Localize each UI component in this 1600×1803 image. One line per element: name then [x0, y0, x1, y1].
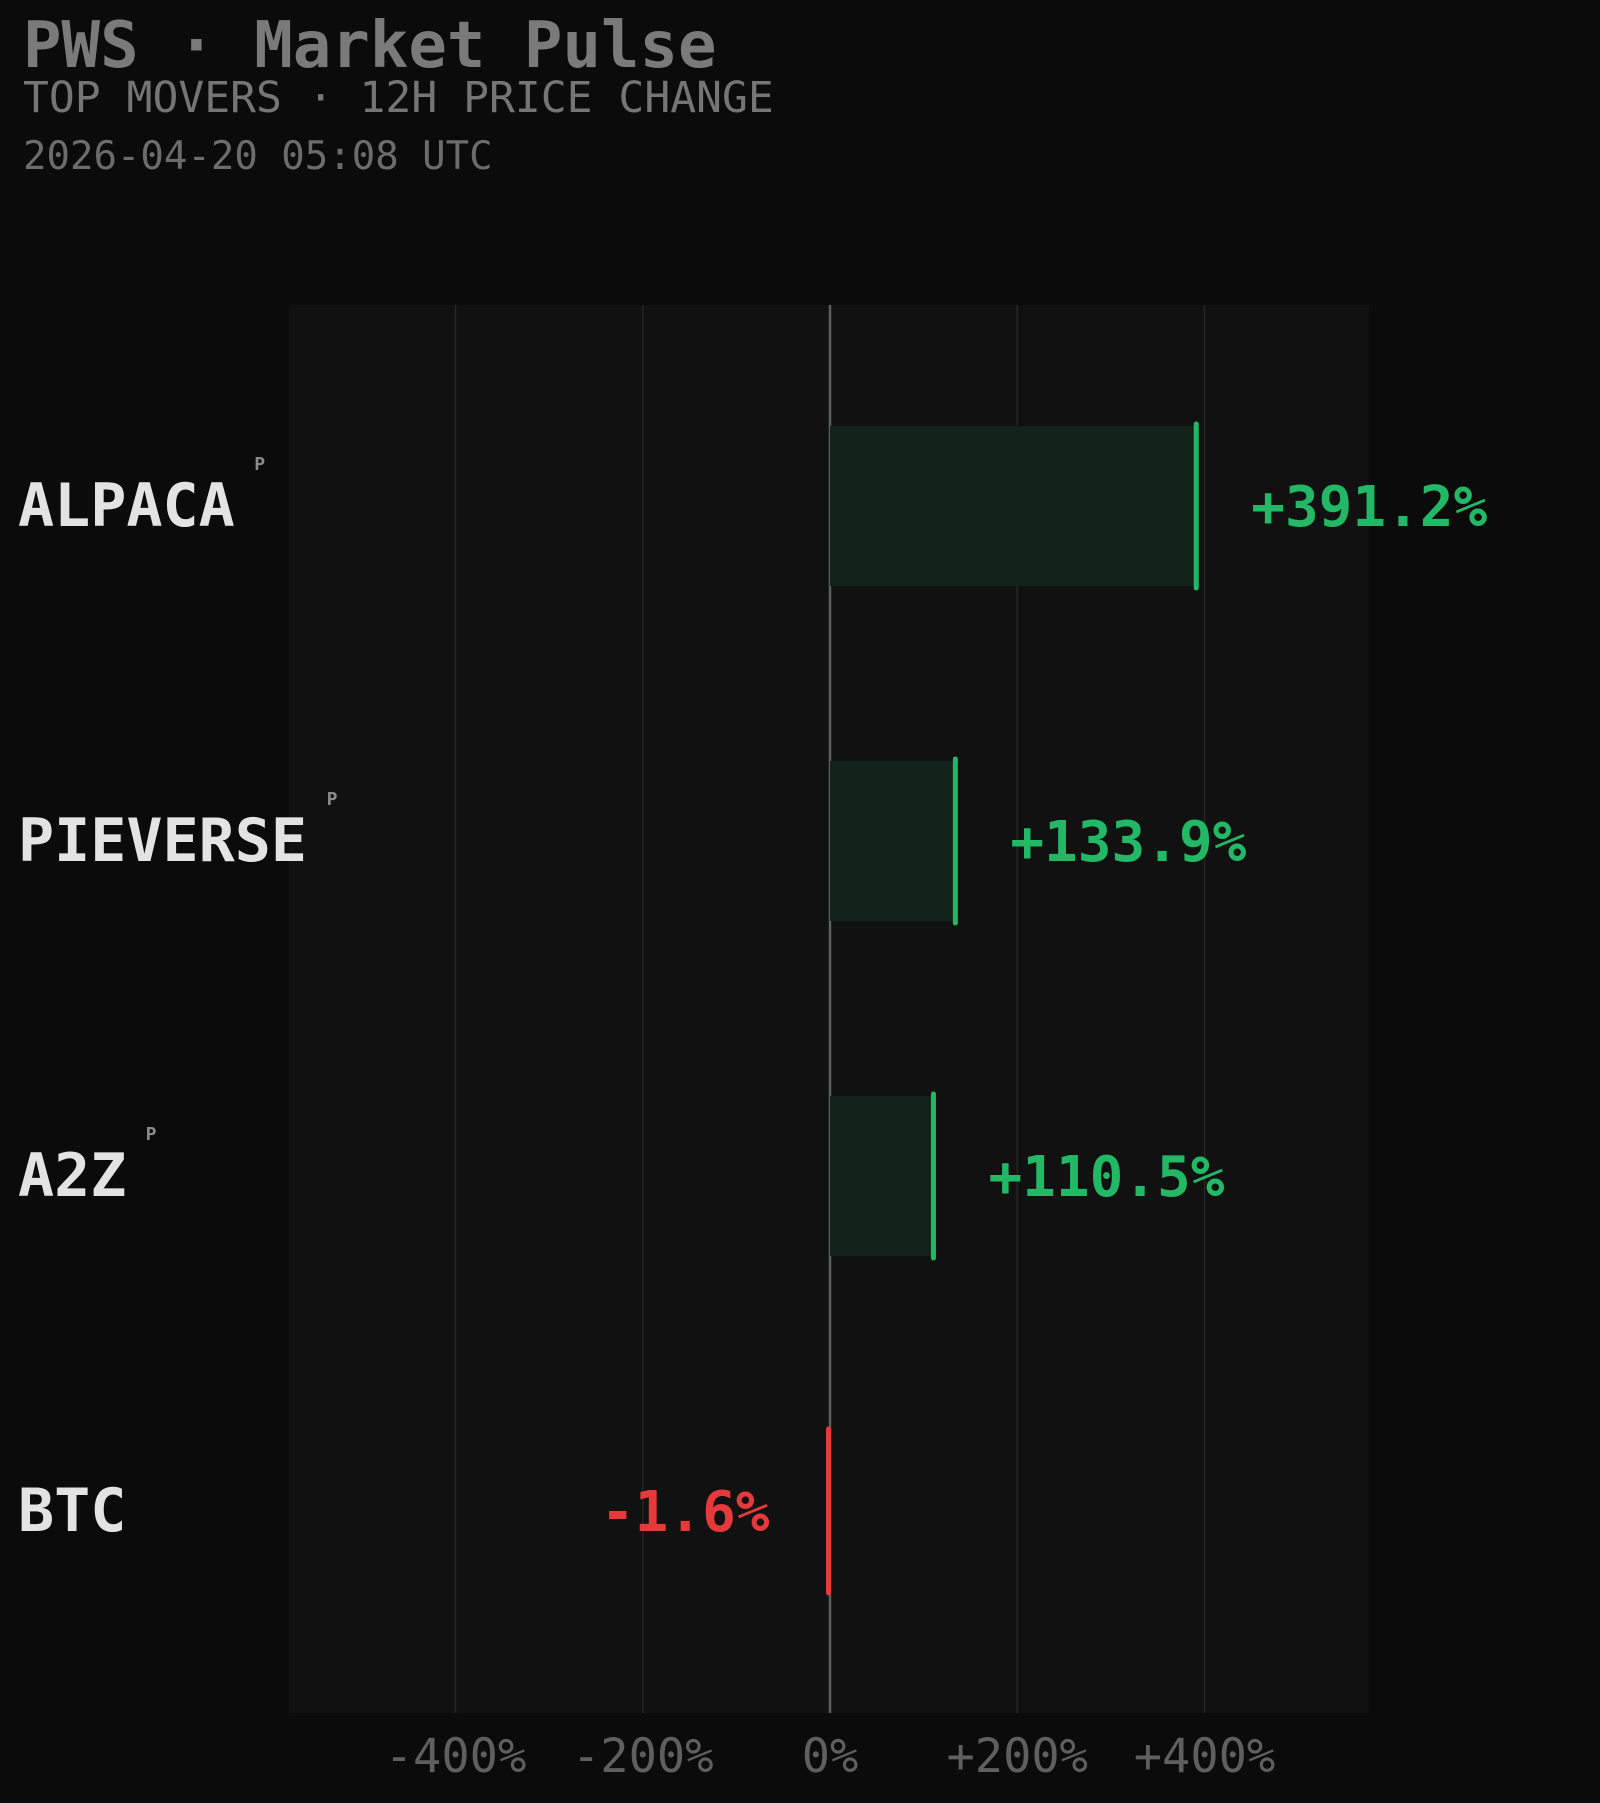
category-label: BTC [18, 1476, 126, 1546]
chart-subtitle: TOP MOVERS · 12H PRICE CHANGE [23, 73, 774, 123]
x-tick-label: +200% [946, 1729, 1087, 1784]
value-label: +110.5% [988, 1145, 1224, 1210]
category-label: ALPACA [18, 471, 235, 541]
x-tick-label: 0% [802, 1729, 859, 1784]
x-tick-label: -400% [385, 1729, 526, 1784]
bar [830, 426, 1197, 586]
category-badge: P [327, 789, 338, 810]
category-badge: P [146, 1124, 157, 1145]
x-tick-label: -200% [572, 1729, 713, 1784]
value-labels: +391.2% +133.9% +110.5% -1.6% [601, 475, 1488, 1545]
chart-title: PWS · Market Pulse [23, 9, 717, 83]
category-labels: ALPACA P PIEVERSE P A2Z P BTC [18, 454, 338, 1546]
x-axis-ticks: -400% -200% 0% +200% +400% [385, 1729, 1275, 1784]
bar [830, 761, 956, 921]
chart-timestamp: 2026-04-20 05:08 UTC [23, 134, 493, 179]
chart-header: PWS · Market Pulse TOP MOVERS · 12H PRIC… [23, 8, 774, 180]
bar [830, 1096, 934, 1256]
category-badge: P [254, 454, 265, 475]
category-label: PIEVERSE [18, 806, 307, 876]
bars [826, 421, 1199, 1596]
value-label: +133.9% [1010, 810, 1246, 875]
category-label: A2Z [18, 1141, 126, 1211]
x-tick-label: +400% [1134, 1729, 1275, 1784]
value-label: -1.6% [601, 1480, 770, 1545]
value-label: +391.2% [1251, 475, 1487, 540]
